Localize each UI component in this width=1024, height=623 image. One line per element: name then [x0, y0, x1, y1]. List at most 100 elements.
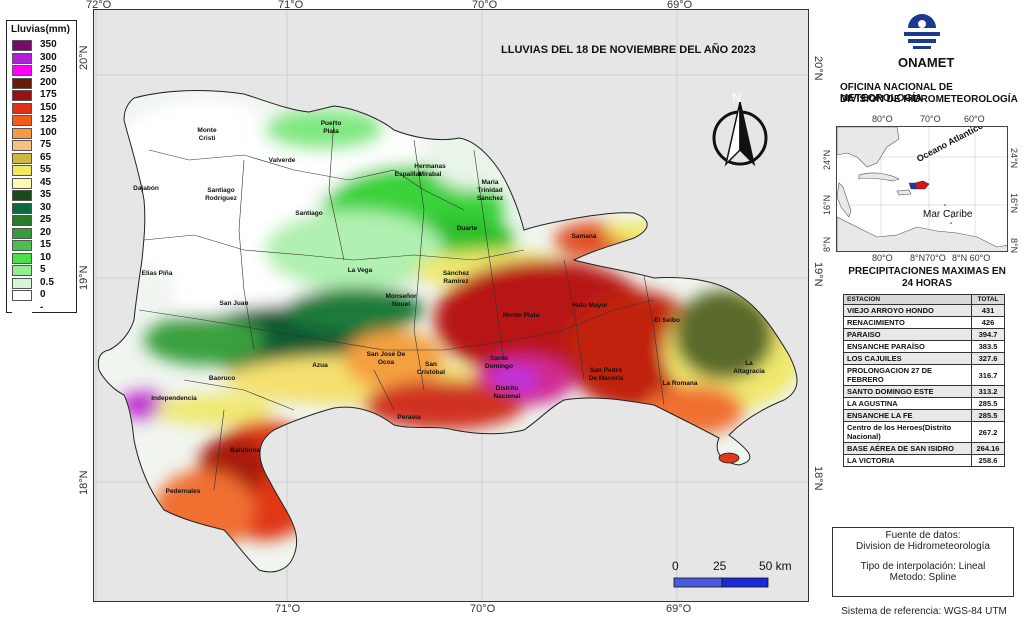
haiti-shape — [908, 182, 918, 190]
legend-swatch — [12, 165, 32, 176]
inset-lat-right-16: 16°N — [1009, 193, 1019, 214]
onamet-logo-icon — [904, 14, 940, 49]
table-row: PARAISO 394.7 — [843, 328, 1005, 341]
province-labels: MonteCristiPuertoPlataValverdeEspaillatH… — [133, 120, 765, 495]
station-cell: PARAISO — [843, 328, 972, 341]
map-canvas: MonteCristiPuertoPlataValverdeEspaillatH… — [94, 10, 808, 601]
legend-entry: 150 — [10, 102, 74, 115]
province-label: Valverde — [269, 157, 296, 164]
province-label: Barahona — [230, 447, 260, 454]
lon-top-70: 70°O — [472, 0, 498, 11]
province-label: Puerto — [321, 120, 342, 127]
station-cell: RENACIMIENTO — [843, 316, 972, 329]
legend-value: 0.5 — [40, 276, 54, 288]
legend-entry: 45 — [10, 177, 74, 190]
province-label: Altagracia — [733, 368, 765, 375]
station-header: ESTACION — [843, 294, 972, 305]
info-line-1: Fuente de datos: — [885, 530, 961, 541]
station-cell: BASE AÉREA DE SAN ISIDRO — [843, 442, 972, 455]
lon-bottom-69: 69°O — [666, 603, 692, 615]
legend-swatch — [12, 265, 32, 276]
station-cell: ENSANCHE LA FE — [843, 409, 972, 422]
legend-value: 30 — [40, 201, 52, 213]
total-cell: 431 — [971, 304, 1005, 317]
inset-lat-left-16: 16°N — [822, 194, 832, 215]
province-label: Sánchez — [477, 195, 504, 202]
rainfall-field — [98, 90, 798, 572]
province-label: El Seibo — [654, 317, 680, 324]
legend-value: 0 — [40, 289, 46, 300]
province-label: Duarte — [457, 225, 478, 232]
province-label: Hermanas — [414, 163, 446, 170]
province-label: Domingo — [485, 363, 513, 370]
legend-value: 250 — [40, 64, 57, 75]
legend-swatch — [12, 302, 32, 314]
saona-island — [718, 452, 740, 464]
reference-system: Sistema de referencia: WGS-84 UTM — [841, 606, 1007, 617]
legend-entry: 125 — [10, 114, 74, 127]
lon-top-69: 69°O — [667, 0, 693, 11]
legend-entry: 200 — [10, 77, 74, 90]
province-label: Santo — [490, 355, 508, 362]
legend-entry: 35 — [10, 189, 74, 202]
legend-swatch — [12, 202, 32, 214]
table-row: BASE AÉREA DE SAN ISIDRO 264.16 — [843, 442, 1005, 455]
province-label: Peravia — [397, 414, 421, 421]
legend-swatch — [12, 140, 32, 151]
legend-entry: 0.5 — [10, 277, 74, 290]
legend-swatch — [12, 102, 32, 114]
table-title-1: PRECIPITACIONES MAXIMAS EN — [848, 266, 1006, 277]
table-row: RENACIMIENTO 426 — [843, 316, 1005, 329]
province-label: Nacional — [493, 393, 520, 400]
province-label: Rodríguez — [205, 195, 238, 202]
province-label: Elías Piña — [142, 270, 173, 277]
table-row: LOS CAJUILES 327.6 — [843, 352, 1005, 365]
legend-entry: 5 — [10, 264, 74, 277]
scale-label-50: 50 km — [759, 559, 792, 573]
legend-value: 125 — [40, 114, 57, 125]
inset-lat-right-8: 8°N — [1009, 238, 1019, 254]
province-label: La Vega — [348, 267, 373, 274]
scale-label-25: 25 — [713, 559, 727, 573]
table-row: VIEJO ARROYO HONDO 431 — [843, 304, 1005, 317]
station-cell: LOS CAJUILES — [843, 352, 972, 365]
lat-left-20: 20°N — [78, 45, 90, 70]
legend-entry: 350 — [10, 39, 74, 52]
legend-value: 100 — [40, 126, 57, 138]
province-label: Ramírez — [443, 278, 469, 285]
legend-value: 10 — [40, 251, 52, 263]
legend-swatch — [12, 90, 32, 101]
legend-entry: 15 — [10, 239, 74, 252]
info-line-2: Division de Hidrometeorología — [856, 541, 990, 552]
rainfall-legend: Lluvias(mm) 350 300 250 200 175 150 125 100 75 65… — [6, 20, 77, 314]
legend-swatch — [12, 152, 32, 164]
legend-value: 20 — [40, 226, 52, 238]
legend-entry: 20 — [10, 227, 74, 240]
total-cell: 426 — [971, 316, 1005, 329]
lat-left-19: 19°N — [78, 265, 90, 290]
legend-swatch — [12, 215, 32, 226]
legend-value: - — [40, 301, 44, 313]
island-coastline — [97, 90, 798, 573]
info-line-3: Tipo de interpolación: Lineal — [860, 561, 986, 572]
province-borders — [138, 119, 665, 491]
province-label: Cristóbal — [417, 369, 445, 376]
legend-value: 15 — [40, 239, 52, 250]
station-cell: LA VICTORIA — [843, 454, 972, 467]
legend-swatch — [12, 277, 32, 289]
legend-swatch — [12, 52, 32, 64]
lat-left-18: 18°N — [78, 470, 90, 495]
province-label: Distrito — [496, 385, 519, 392]
province-label: De Macoris — [589, 375, 624, 382]
inset-lon-bottom-80: 80°O — [872, 253, 893, 263]
province-label: San Pedro — [590, 367, 622, 374]
province-label: Monte — [197, 127, 217, 134]
legend-entry: 75 — [10, 139, 74, 152]
legend-value: 45 — [40, 176, 52, 188]
legend-value: 200 — [40, 76, 57, 88]
total-cell: 327.6 — [971, 352, 1005, 365]
table-row: LA AGUSTINA 285.5 — [843, 397, 1005, 410]
province-label: Azua — [312, 362, 328, 369]
legend-swatch — [12, 252, 32, 264]
legend-value: 25 — [40, 214, 52, 225]
